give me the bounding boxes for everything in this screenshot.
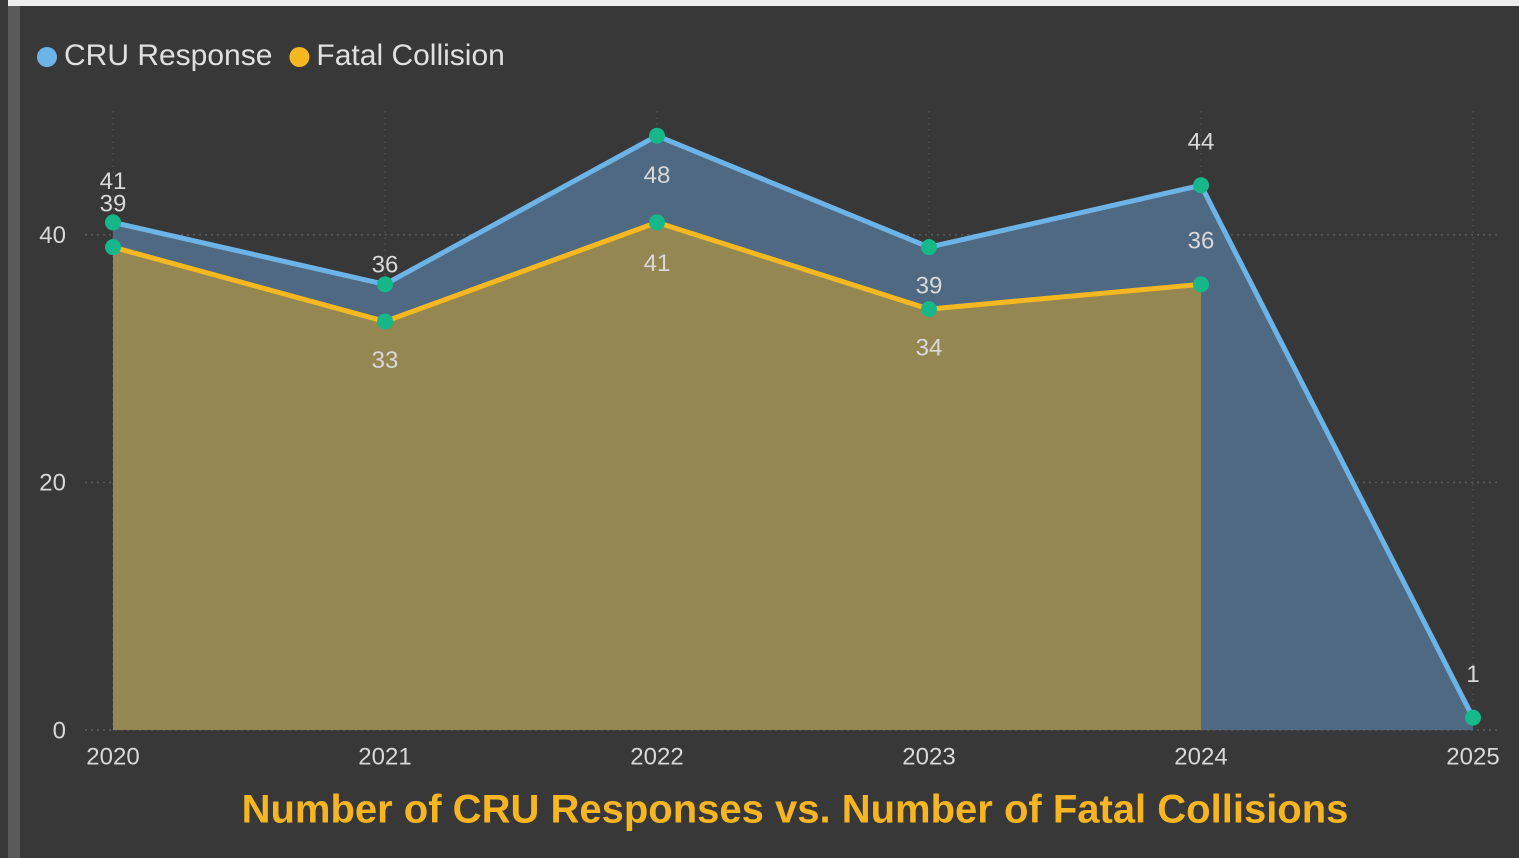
data-label: 44 [1188,129,1215,156]
data-label: 1 [1466,661,1479,688]
marker [105,239,121,256]
left-border [8,0,20,858]
data-label: 48 [644,162,671,189]
chart-title: Number of CRU Responses vs. Number of Fa… [242,788,1349,832]
marker [1193,276,1209,293]
marker [377,276,393,293]
data-label: 41 [100,168,127,195]
line [112,133,1476,719]
data-label: 39 [100,191,127,218]
data-label: 34 [916,334,943,361]
area [113,222,1201,731]
marker [921,239,937,256]
x-tick-label: 2020 [86,743,139,770]
x-tick-label: 2022 [630,743,683,770]
legend-swatch [37,47,57,67]
data-label: 36 [1188,228,1215,255]
y-tick-label: 20 [39,470,66,497]
y-tick-label: 40 [39,222,66,249]
x-tick-label: 2021 [358,743,411,770]
marker [649,127,665,144]
x-tick-label: 2025 [1446,743,1499,770]
data-label: 33 [372,347,399,374]
legend-label: Fatal Collision [316,39,504,72]
marker [1465,709,1481,726]
marker [1193,177,1209,194]
marker [377,313,393,330]
top-border [8,0,1519,6]
data-label: 36 [372,252,399,279]
marker [649,214,665,231]
marker [921,301,937,318]
legend-label: CRU Response [64,39,272,72]
y-tick-label: 0 [53,717,66,744]
x-tick-label: 2023 [902,743,955,770]
legend-swatch [289,47,310,67]
x-tick-label: 2024 [1174,743,1227,770]
marker [105,214,121,231]
data-label: 41 [644,250,671,277]
data-label: 39 [916,273,943,300]
plot: 0 20 40 2020 2021 2022 2023 2024 2025 41 36 48 39 44 1… [37,39,1500,770]
